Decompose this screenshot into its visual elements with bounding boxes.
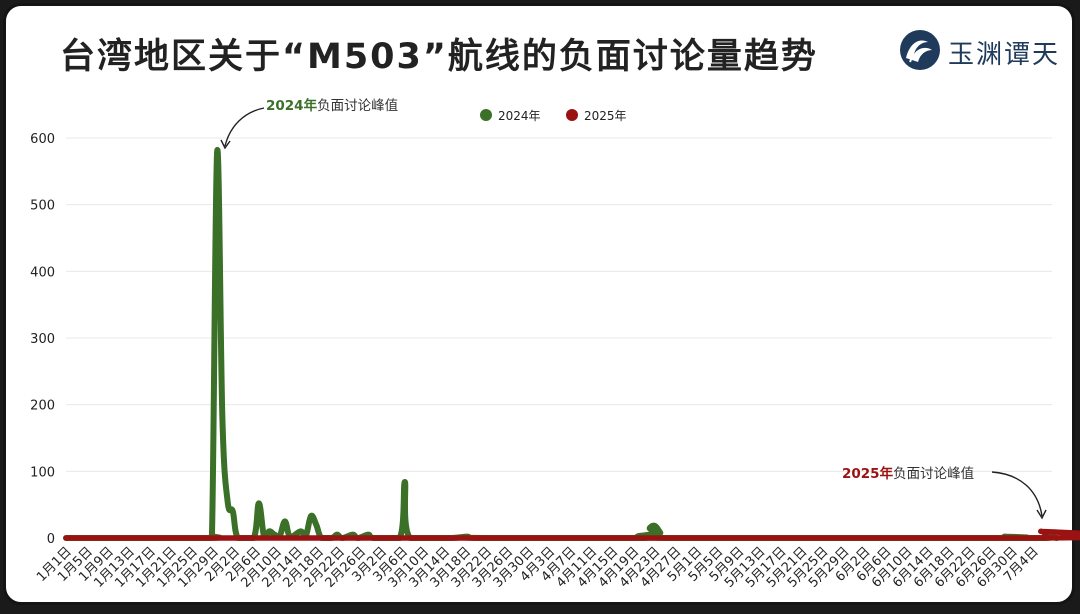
x-axis-ticks: 1月1日1月5日1月9日1月13日1月17日1月21日1月25日1月29日2月2… — [34, 544, 1042, 591]
y-tick-label: 600 — [30, 132, 55, 147]
annotation-arrow — [991, 471, 1043, 517]
legend: 2024年 2025年 — [480, 109, 627, 123]
y-tick-label: 400 — [30, 265, 55, 280]
legend-marker — [480, 109, 492, 121]
annotation-arrow — [224, 107, 265, 147]
series-line-1 — [63, 528, 1080, 541]
legend-label: 2024年 — [498, 109, 541, 123]
y-tick-label: 0 — [47, 532, 55, 547]
page-title: 台湾地区关于“M503”航线的负面讨论量趋势 — [60, 37, 818, 77]
annotation-arrowhead — [220, 139, 231, 150]
annotations: 2024年负面讨论峰值 2025年负面讨论峰值 — [220, 97, 1047, 520]
brand-logo: 玉渊谭天 — [898, 28, 1068, 76]
annotation-arrowhead — [1036, 509, 1047, 520]
legend-label: 2025年 — [584, 109, 627, 123]
y-tick-label: 200 — [30, 399, 55, 414]
annotation-peak-2024: 2024年负面讨论峰值 — [266, 97, 398, 114]
y-tick-label: 100 — [30, 465, 55, 480]
wave-seal-icon — [900, 30, 940, 70]
series-lines — [63, 147, 1080, 542]
grid-lines — [66, 137, 1052, 472]
legend-marker — [566, 109, 578, 121]
y-tick-label: 500 — [30, 199, 55, 214]
y-axis-ticks: 0 100 200 300 400 500 600 — [30, 132, 55, 547]
y-tick-label: 300 — [30, 332, 55, 347]
chart-card: 台湾地区关于“M503”航线的负面讨论量趋势 玉渊谭天 — [3, 3, 1075, 605]
logo-text: 玉渊谭天 — [948, 40, 1061, 70]
annotation-peak-2025: 2025年负面讨论峰值 — [842, 465, 974, 482]
